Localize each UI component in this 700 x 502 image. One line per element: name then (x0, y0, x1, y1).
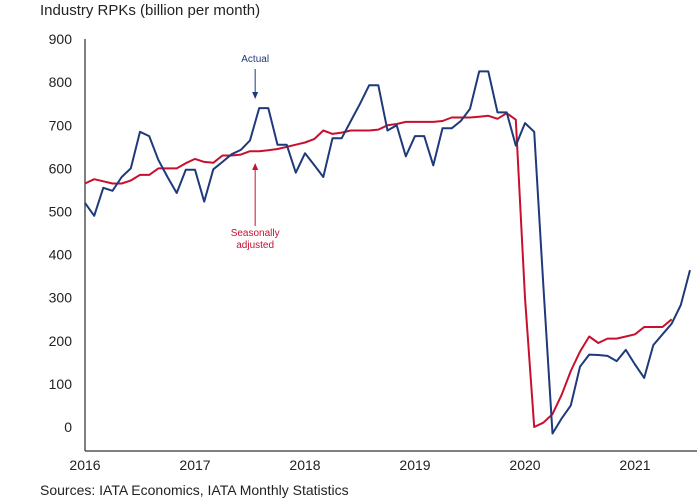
arrow-head-icon (252, 163, 259, 170)
y-tick-label: 800 (49, 74, 73, 90)
x-tick-label: 2017 (179, 457, 210, 473)
annotation-actual: Actual (241, 54, 269, 65)
y-tick-label: 500 (49, 204, 73, 220)
x-tick-label: 2018 (289, 457, 320, 473)
x-tick-label: 2021 (619, 457, 650, 473)
x-tick-label: 2020 (509, 457, 540, 473)
source-note: Sources: IATA Economics, IATA Monthly St… (40, 482, 349, 498)
y-tick-label: 0 (64, 419, 72, 435)
series-line-seasonally-adjusted (84, 112, 673, 428)
annotation-seasonally-adjusted-line2: adjusted (236, 240, 274, 251)
x-tick-label: 2016 (69, 457, 100, 473)
y-tick-label: 100 (49, 376, 73, 392)
y-tick-label: 700 (49, 117, 73, 133)
y-tick-label: 200 (49, 333, 73, 349)
y-tick-label: 300 (49, 290, 73, 306)
y-tick-label: 400 (49, 247, 73, 263)
annotation-seasonally-adjusted: Seasonally (231, 228, 280, 239)
y-tick-label: 600 (49, 160, 73, 176)
y-tick-label: 900 (49, 31, 73, 47)
x-tick-label: 2019 (399, 457, 430, 473)
chart-title: Industry RPKs (billion per month) (40, 2, 261, 19)
arrow-head-icon (252, 92, 259, 99)
series-line-actual (84, 70, 691, 435)
